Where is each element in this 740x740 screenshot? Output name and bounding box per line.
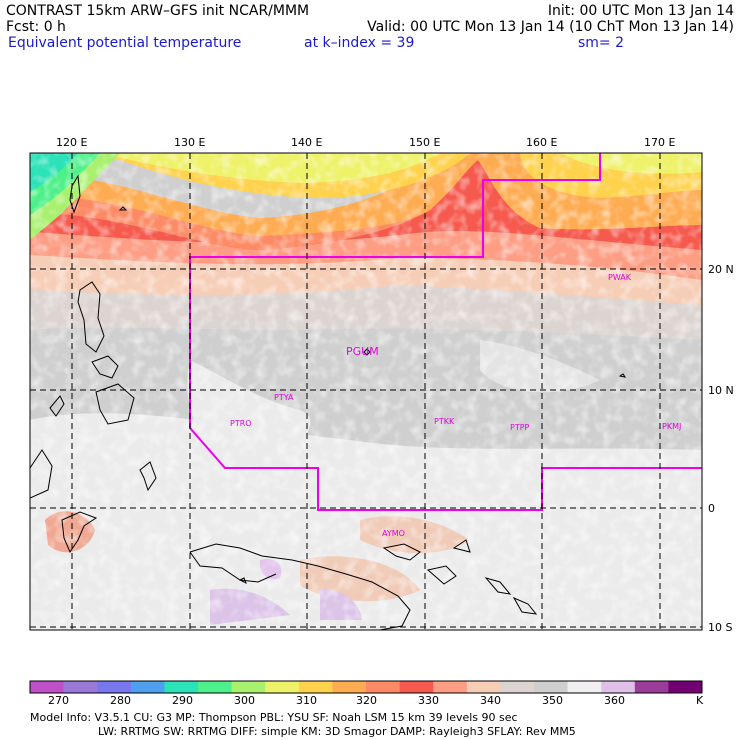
colorbar-tick-300: 300 [234, 694, 255, 707]
colorbar-tick-360: 360 [604, 694, 625, 707]
header-valid-time: Valid: 00 UTC Mon 13 Jan 14 (10 ChT Mon … [367, 19, 734, 35]
theta-e-field [30, 153, 702, 630]
colorbar-swatch [63, 681, 98, 693]
colorbar-tick-320: 320 [356, 694, 377, 707]
colorbar-frame [29, 680, 703, 694]
footer-physics-info: LW: RRTMG SW: RRTMG DIFF: simple KM: 3D … [98, 725, 576, 738]
station-pwak: PWAK [608, 273, 632, 282]
colorbar-swatch [298, 681, 333, 693]
colorbar-swatch [601, 681, 636, 693]
lon-label-170e: 170 E [644, 136, 676, 149]
colorbar [29, 680, 703, 694]
colorbar-tick-270: 270 [48, 694, 69, 707]
colorbar-swatch [97, 681, 132, 693]
lon-label-150e: 150 E [409, 136, 441, 149]
colorbar-swatch [433, 681, 468, 693]
colorbar-swatch [130, 681, 165, 693]
colorbar-unit: K [696, 694, 704, 707]
header-forecast-hour: Fcst: 0 h [6, 19, 66, 35]
lon-label-120e: 120 E [56, 136, 88, 149]
footer-model-info: Model Info: V3.5.1 CU: G3 MP: Thompson P… [30, 711, 518, 724]
lat-label-10s: 10 S [708, 621, 733, 634]
colorbar-tick-350: 350 [542, 694, 563, 707]
header-field-name: Equivalent potential temperature [8, 35, 242, 51]
colorbar-swatch [30, 681, 64, 693]
colorbar-swatch [366, 681, 400, 693]
colorbar-swatch [231, 681, 266, 693]
station-ptya: PTYA [274, 393, 294, 402]
header-smoothing: sm= 2 [578, 35, 625, 51]
colorbar-tick-290: 290 [172, 694, 193, 707]
lat-label-20n: 20 N [708, 263, 734, 276]
colorbar-tick-280: 280 [110, 694, 131, 707]
header-k-index: at k–index = 39 [304, 35, 415, 51]
lon-label-160e: 160 E [526, 136, 558, 149]
colorbar-swatch [567, 681, 602, 693]
lon-label-130e: 130 E [174, 136, 206, 149]
header-model-title: CONTRAST 15km ARW–GFS init NCAR/MMM [6, 3, 310, 19]
station-ptpp: PTPP [510, 423, 530, 432]
colorbar-swatch [332, 681, 367, 693]
colorbar-swatch [534, 681, 568, 693]
colorbar-swatch [668, 681, 703, 693]
lat-label-10n: 10 N [708, 384, 734, 397]
station-pgum: PGUM [346, 345, 379, 358]
colorbar-tick-340: 340 [480, 694, 501, 707]
colorbar-swatch [500, 681, 535, 693]
colorbar-swatch [198, 681, 232, 693]
station-ptro: PTRO [230, 419, 252, 428]
colorbar-swatch [399, 681, 434, 693]
map-frame [29, 152, 703, 631]
header-init-time: Init: 00 UTC Mon 13 Jan 14 [547, 3, 734, 19]
graticule [30, 153, 702, 630]
station-pkmj: PKMJ [662, 422, 682, 431]
station-aymo: AYMO [382, 529, 405, 538]
lon-label-140e: 140 E [291, 136, 323, 149]
colorbar-swatch [265, 681, 300, 693]
colorbar-tick-310: 310 [296, 694, 317, 707]
colorbar-swatch [164, 681, 199, 693]
station-ptkk: PTKK [434, 417, 455, 426]
lat-label-equator: 0 [708, 502, 715, 515]
coastlines [30, 174, 627, 630]
colorbar-tick-330: 330 [418, 694, 439, 707]
colorbar-swatch [466, 681, 501, 693]
colorbar-swatch [634, 681, 669, 693]
